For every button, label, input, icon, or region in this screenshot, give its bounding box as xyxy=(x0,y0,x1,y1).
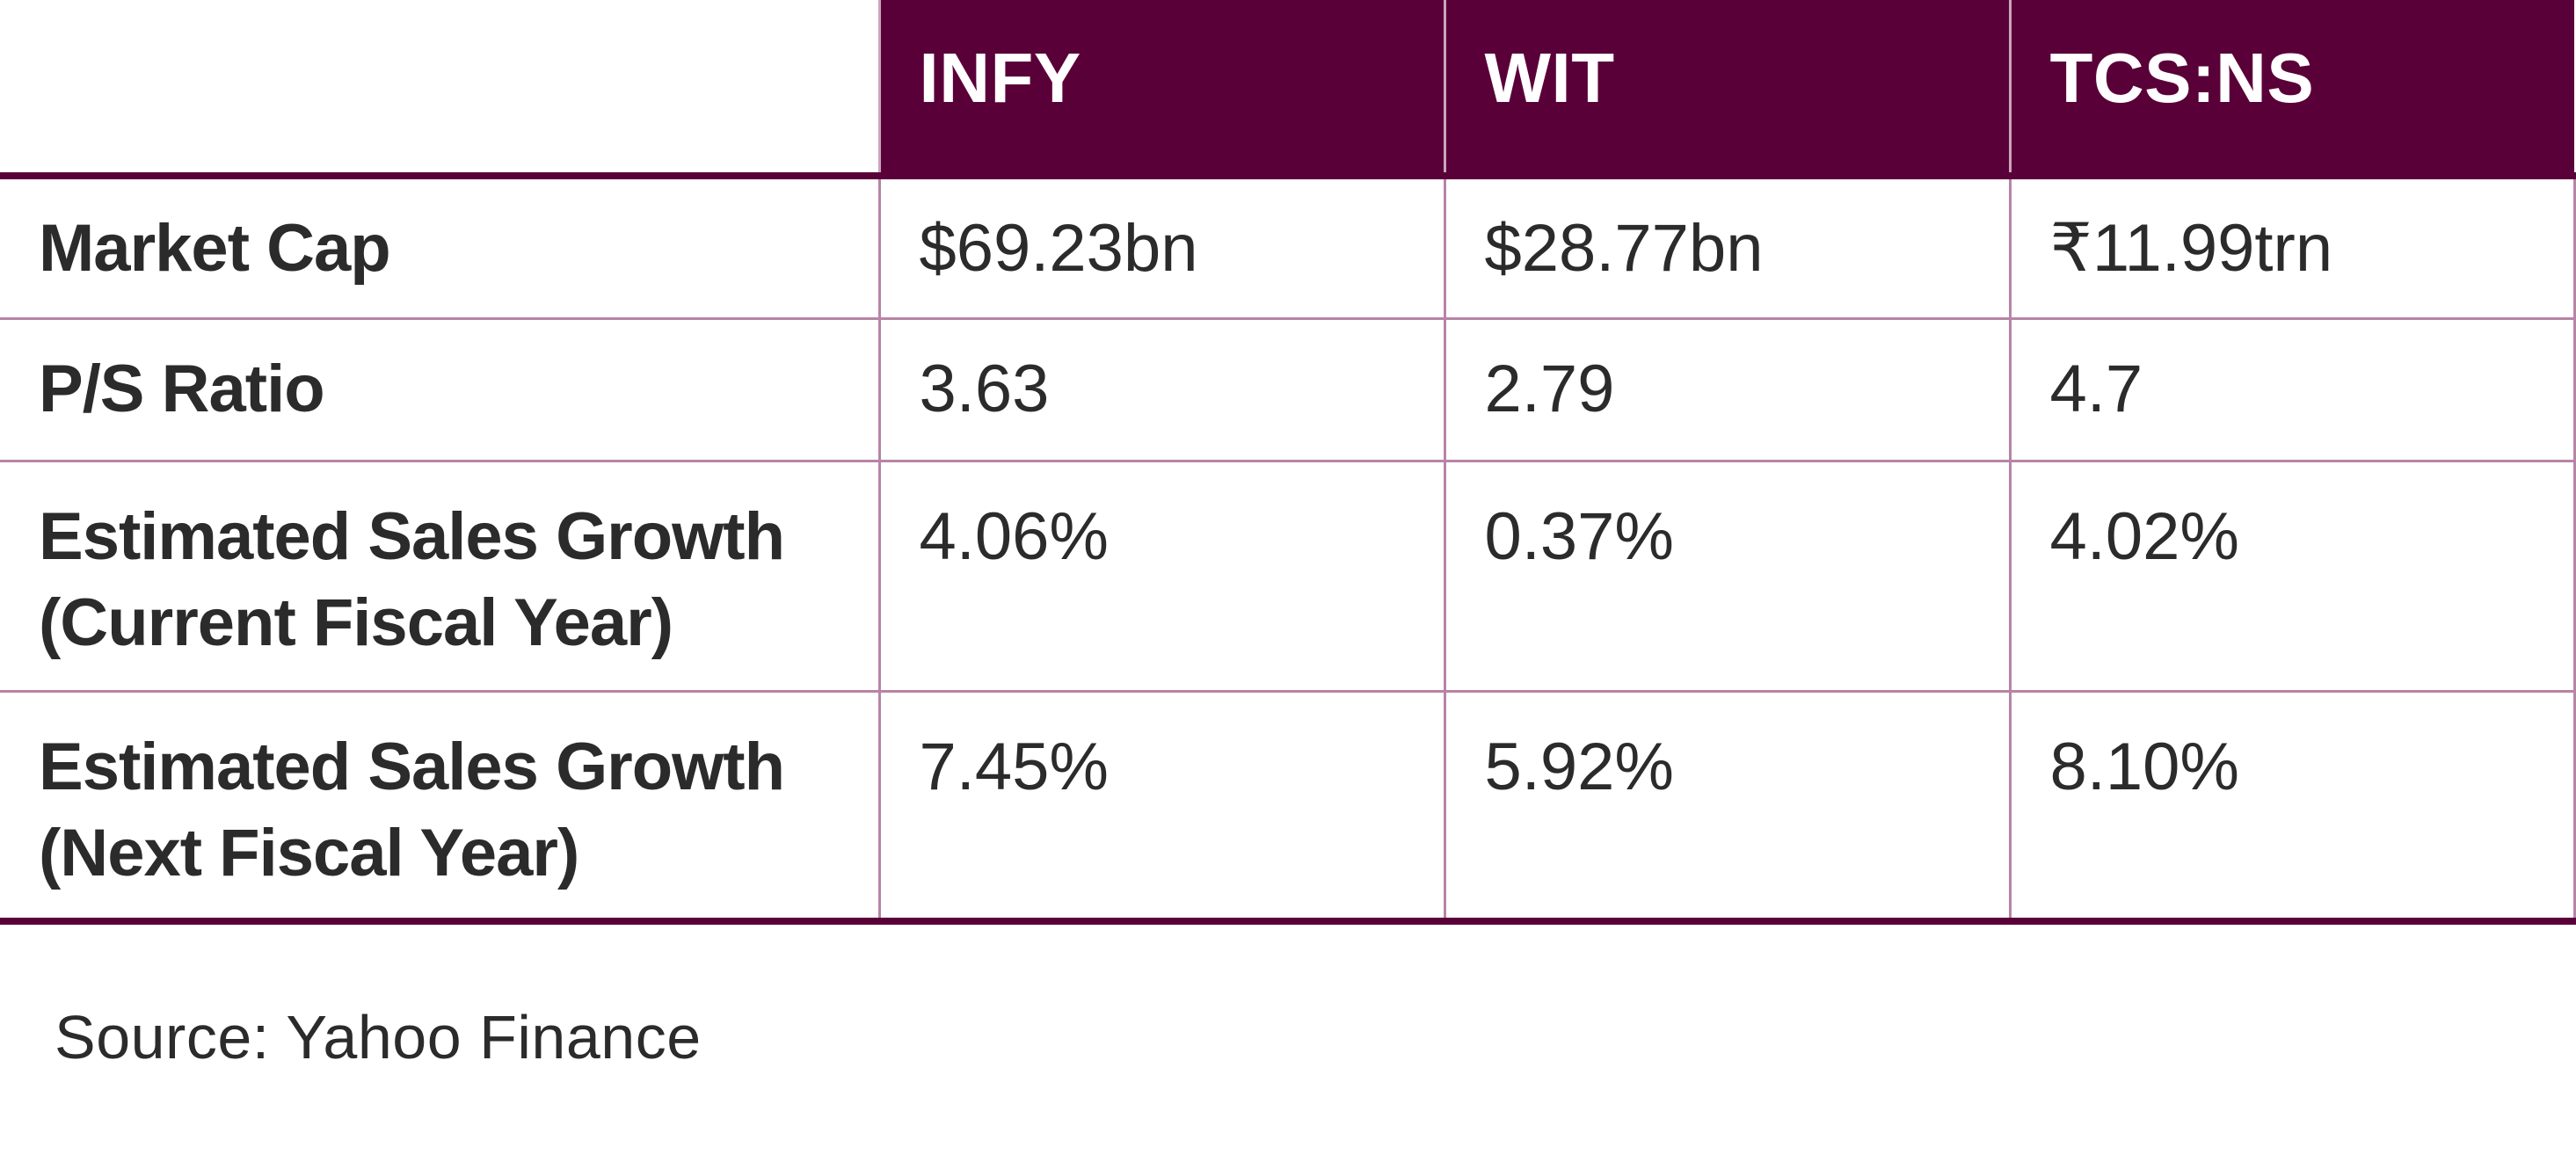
cell-value: $69.23bn xyxy=(877,176,1444,320)
comparison-table-container: INFY WIT TCS:NS Market Cap $69.23bn $28.… xyxy=(0,0,2576,925)
cell-value: 0.37% xyxy=(1443,461,2010,693)
row-label: Estimated Sales Growth (Next Fiscal Year… xyxy=(0,691,879,925)
table-row-market-cap: Market Cap $69.23bn $28.77bn ₹11.99trn xyxy=(0,176,2576,320)
row-label: Market Cap xyxy=(0,176,879,320)
row-label: P/S Ratio xyxy=(0,318,879,462)
header-infy: INFY xyxy=(877,0,1444,179)
cell-value: 2.79 xyxy=(1443,318,2010,462)
cell-value: 7.45% xyxy=(877,691,1444,925)
table-row-sales-growth-next: Estimated Sales Growth (Next Fiscal Year… xyxy=(0,691,2576,925)
header-corner-cell xyxy=(0,0,879,179)
table-row-sales-growth-current: Estimated Sales Growth (Current Fiscal Y… xyxy=(0,461,2576,693)
cell-value: 3.63 xyxy=(877,318,1444,462)
stock-comparison-table: INFY WIT TCS:NS Market Cap $69.23bn $28.… xyxy=(0,0,2576,925)
header-tcs: TCS:NS xyxy=(2008,0,2574,179)
source-note: Source: Yahoo Finance xyxy=(55,1003,702,1071)
cell-value: 4.7 xyxy=(2008,318,2576,462)
cell-value: 4.02% xyxy=(2008,461,2576,693)
row-label: Estimated Sales Growth (Current Fiscal Y… xyxy=(0,461,879,693)
cell-value: 4.06% xyxy=(877,461,1444,693)
table-header-row: INFY WIT TCS:NS xyxy=(0,0,2574,179)
header-wit: WIT xyxy=(1443,0,2010,179)
cell-value: ₹11.99trn xyxy=(2008,176,2576,320)
cell-value: 8.10% xyxy=(2008,691,2576,925)
cell-value: $28.77bn xyxy=(1443,176,2010,320)
cell-value: 5.92% xyxy=(1443,691,2010,925)
table-row-ps-ratio: P/S Ratio 3.63 2.79 4.7 xyxy=(0,318,2576,462)
